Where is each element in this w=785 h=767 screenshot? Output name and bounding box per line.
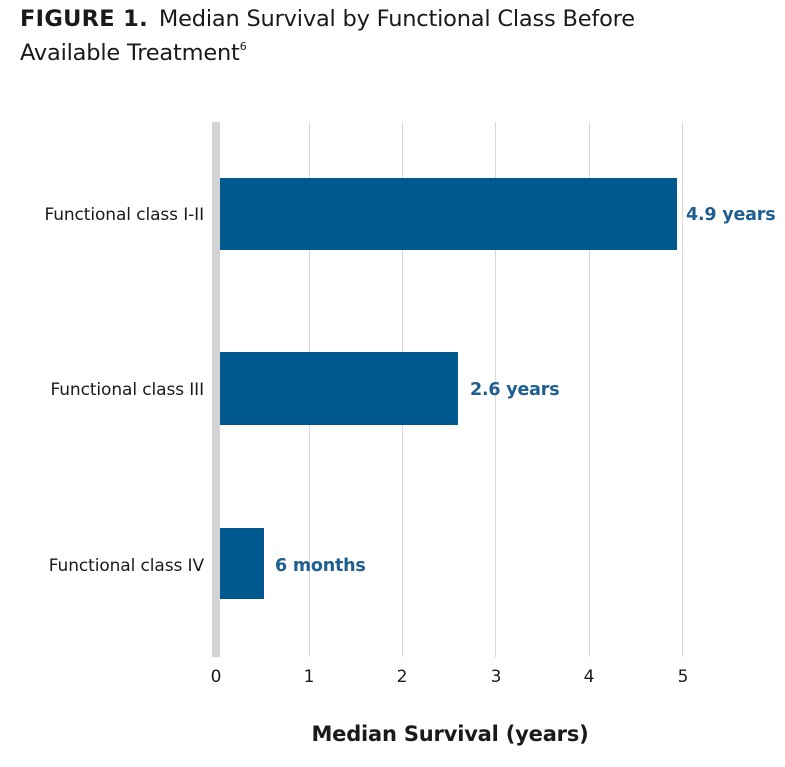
y-axis-bar bbox=[212, 122, 220, 657]
gridline-3 bbox=[495, 122, 496, 657]
bar-class-iv bbox=[220, 528, 264, 599]
value-label-class-iii: 2.6 years bbox=[470, 380, 560, 400]
value-label-class-i-ii: 4.9 years bbox=[686, 205, 776, 225]
category-label-class-iii: Functional class III bbox=[50, 380, 205, 400]
x-tick-2: 2 bbox=[396, 667, 408, 687]
gridline-4 bbox=[589, 122, 590, 657]
x-axis-title: Median Survival (years) bbox=[311, 722, 589, 746]
x-tick-5: 5 bbox=[677, 667, 689, 687]
gridline-5 bbox=[682, 122, 683, 657]
bar-class-iii bbox=[220, 352, 458, 425]
category-label-class-i-ii: Functional class I-II bbox=[44, 205, 204, 225]
bar-class-i-ii bbox=[220, 178, 677, 250]
x-tick-3: 3 bbox=[490, 667, 502, 687]
x-tick-1: 1 bbox=[303, 667, 315, 687]
figure-label: FIGURE 1. bbox=[20, 6, 148, 32]
x-tick-4: 4 bbox=[583, 667, 595, 687]
x-tick-0: 0 bbox=[210, 667, 222, 687]
figure-title-line1: Median Survival by Functional Class Befo… bbox=[158, 6, 635, 32]
footnote-ref: 6 bbox=[239, 40, 247, 53]
value-label-class-iv: 6 months bbox=[275, 556, 366, 576]
figure-title: FIGURE 1. Median Survival by Functional … bbox=[20, 2, 720, 70]
category-label-class-iv: Functional class IV bbox=[48, 556, 204, 576]
figure-title-line2: Available Treatment bbox=[20, 40, 240, 66]
